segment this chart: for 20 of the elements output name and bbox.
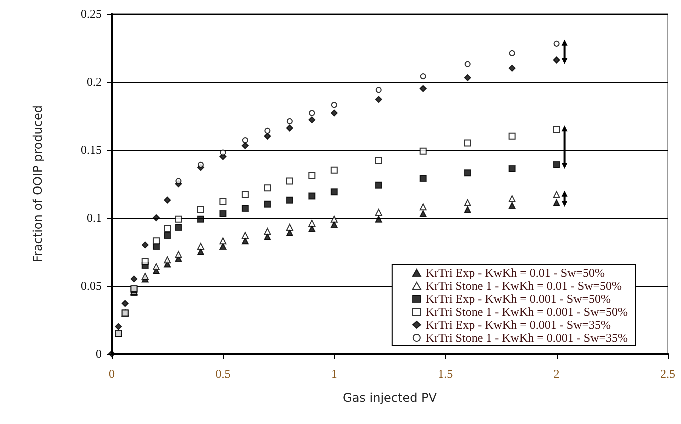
legend-label: KrTri Stone 1 - KwKh = 0.01 - Sw=50% (426, 279, 622, 293)
y-tick-label: 0.1 (87, 211, 102, 225)
y-tick-label: 0.2 (87, 75, 102, 89)
x-tick-label: 1.5 (438, 367, 454, 381)
y-tick-label: 0.05 (81, 279, 102, 293)
x-tick-label: 1 (331, 367, 338, 381)
y-tick-label: 0.15 (81, 143, 102, 157)
y-tick-label: 0 (96, 347, 102, 361)
legend-label: KrTri Exp - KwKh = 0.001 - Sw=50% (426, 292, 611, 306)
legend-label: KrTri Stone 1 - KwKh = 0.001 - Sw=35% (426, 331, 628, 345)
x-tick-label: 0.5 (216, 367, 231, 381)
x-tick-label: 2 (554, 367, 560, 381)
y-tick-label: 0.25 (81, 7, 102, 21)
legend-label: KrTri Exp - KwKh = 0.01 - Sw=50% (426, 266, 605, 280)
y-axis-title: Fraction of OOIP produced (31, 105, 45, 263)
legend-label: KrTri Stone 1 - KwKh = 0.001 - Sw=50% (426, 305, 628, 319)
x-axis-title: Gas injected PV (343, 391, 438, 405)
legend-label: KrTri Exp - KwKh = 0.001 - Sw=35% (426, 318, 611, 332)
x-tick-label: 0 (109, 367, 115, 381)
x-tick-label: 2.5 (660, 367, 676, 381)
